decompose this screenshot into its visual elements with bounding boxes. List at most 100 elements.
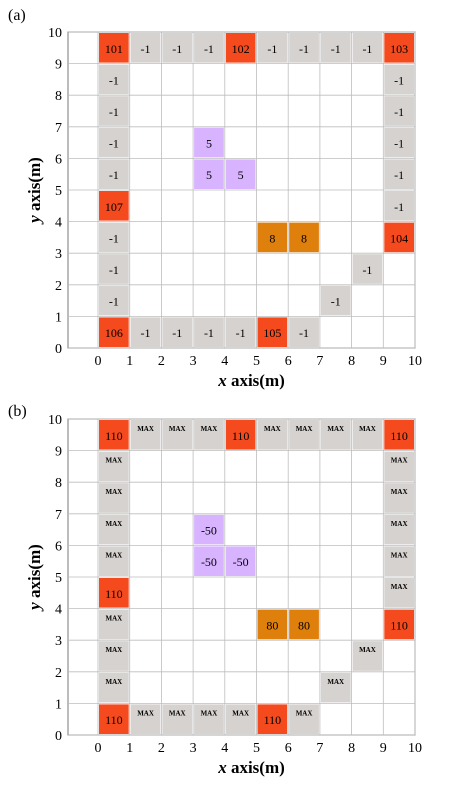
cell-label: 106 [105, 326, 123, 340]
grid-cell-gray [289, 704, 319, 734]
cell-label: MAX [105, 520, 122, 528]
grid-cell-red [384, 609, 414, 640]
grid-cell-gray [320, 285, 351, 316]
grid-cell-red [225, 33, 256, 63]
y-tick-label: 7 [55, 508, 62, 523]
grid-cell-gray [384, 64, 414, 95]
grid-cell-gray [320, 33, 351, 63]
cell-label: MAX [201, 709, 218, 717]
cell-label: -1 [394, 137, 404, 151]
cell-label: -1 [141, 42, 151, 56]
grid-cell-gray [225, 704, 256, 734]
cell-label: -1 [394, 168, 404, 182]
y-tick-label: 2 [55, 666, 62, 681]
cell-label: MAX [105, 457, 122, 465]
y-tick-label: 10 [48, 26, 62, 41]
grid-cell-gray [194, 420, 224, 450]
y-tick-label: 6 [55, 152, 62, 167]
x-tick-label: 1 [126, 741, 133, 756]
grid-cell-gray [194, 704, 224, 734]
cell-label: -1 [141, 326, 151, 340]
grid-cell-gray [162, 33, 193, 63]
grid-cell-red [257, 704, 288, 734]
cell-label: -1 [204, 42, 214, 56]
grid-cell-gray [99, 64, 129, 95]
cell-label: MAX [169, 709, 186, 717]
x-tick-label: 3 [190, 354, 197, 369]
cell-label: 101 [105, 42, 123, 56]
cell-label: MAX [327, 425, 344, 433]
cell-label: -1 [109, 137, 119, 151]
x-tick-label: 1 [126, 354, 133, 369]
cell-label: 110 [232, 429, 250, 443]
grid-cell-gray [384, 546, 414, 576]
y-tick-label: 4 [55, 216, 62, 231]
grid-cell-gray [384, 578, 414, 608]
cell-label: MAX [169, 425, 186, 433]
x-tick-label: 5 [253, 354, 260, 369]
cell-label: MAX [105, 615, 122, 623]
cell-label: -1 [109, 263, 119, 277]
y-axis-label: y axis(m) [25, 544, 44, 612]
cell-label: -1 [331, 42, 341, 56]
grid-cell-gray [289, 33, 319, 63]
cell-label: 5 [238, 168, 244, 182]
cell-label: 110 [390, 429, 408, 443]
cell-label: -1 [236, 326, 246, 340]
y-tick-label: 2 [55, 279, 62, 294]
grid-cell-red [99, 420, 129, 450]
panel-label: (b) [8, 403, 27, 420]
y-tick-label: 8 [55, 89, 62, 104]
cell-label: MAX [137, 709, 154, 717]
cell-label: 5 [206, 137, 212, 151]
cell-label: MAX [137, 425, 154, 433]
cell-label: MAX [391, 583, 408, 591]
grid-cell-gray [320, 420, 351, 450]
cell-label: 8 [269, 231, 275, 245]
cell-label: -1 [331, 295, 341, 309]
cell-label: 80 [298, 618, 310, 632]
cell-label: 102 [232, 42, 250, 56]
panel-b: 110 MAX MAX MAX 110 MAX MAX MAX MAX 110 MAX MAX MAX M… [8, 403, 422, 777]
grid-cell-gray [99, 641, 129, 671]
grid-cell-red [225, 420, 256, 450]
cell-label: MAX [327, 678, 344, 686]
grid-cell-gray [99, 672, 129, 703]
cell-label: MAX [391, 457, 408, 465]
cell-label: -1 [172, 42, 182, 56]
grid-cell-gray [130, 420, 161, 450]
cell-label: -1 [109, 105, 119, 119]
cell-label: MAX [296, 709, 313, 717]
grid-cell-red [384, 222, 414, 253]
cell-label: MAX [359, 425, 376, 433]
y-tick-label: 0 [55, 342, 62, 357]
cell-label: -50 [201, 555, 217, 569]
y-tick-label: 6 [55, 539, 62, 554]
grid-cell-red [99, 704, 129, 734]
x-tick-label: 8 [348, 741, 355, 756]
x-tick-label: 4 [221, 354, 228, 369]
grid-cell-gray [384, 96, 414, 126]
grid-cell-gray [384, 514, 414, 545]
cell-label: -1 [267, 42, 277, 56]
grid-cell-gray [384, 159, 414, 189]
cell-label: MAX [105, 646, 122, 654]
grid-cell-gray [162, 420, 193, 450]
cell-label: 104 [390, 231, 408, 245]
cell-label: 5 [206, 168, 212, 182]
cell-label: -1 [204, 326, 214, 340]
grid-cell-gray [99, 451, 129, 482]
cell-label: -50 [233, 555, 249, 569]
cell-label: 110 [105, 429, 123, 443]
y-tick-label: 5 [55, 571, 62, 586]
cell-label: MAX [391, 520, 408, 528]
cell-label: -1 [299, 42, 309, 56]
grid-cell-orange [257, 609, 288, 640]
grid-cell-gray [99, 222, 129, 253]
y-tick-label: 9 [55, 445, 62, 460]
grid-cell-purple [225, 159, 256, 189]
grid-cell-gray [384, 127, 414, 158]
cell-label: -50 [201, 524, 217, 538]
cell-label: -1 [109, 168, 119, 182]
